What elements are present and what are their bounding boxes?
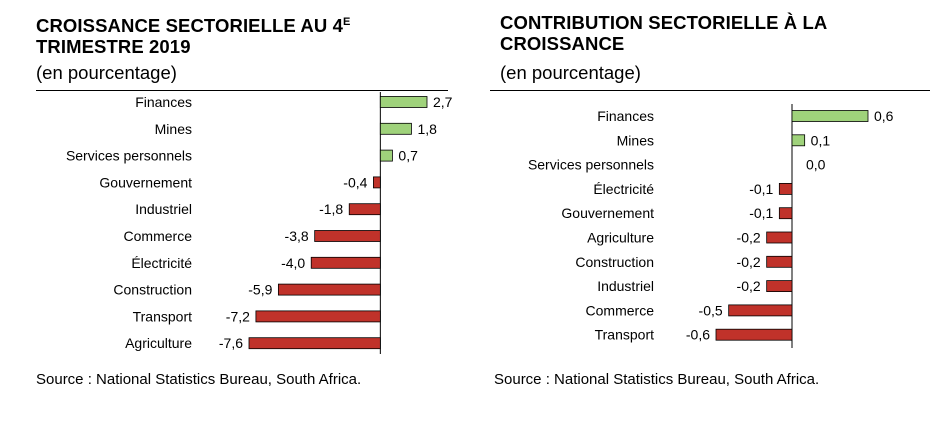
category-label: Finances <box>597 108 654 124</box>
chart-panel-contribution: CONTRIBUTION SECTORIELLE À LA CROISSANCE… <box>474 0 948 430</box>
value-label: -0,2 <box>737 254 761 270</box>
category-label: Construction <box>113 282 192 298</box>
bar <box>778 182 793 195</box>
category-label: Construction <box>575 254 654 270</box>
source-note: Source : National Statistics Bureau, Sou… <box>36 371 362 388</box>
value-label: -0,2 <box>737 230 761 246</box>
chart-title: CONTRIBUTION SECTORIELLE À LA CROISSANCE <box>500 12 920 54</box>
category-label: Agriculture <box>125 335 192 351</box>
value-label: -7,2 <box>226 308 250 324</box>
chart-title: CROISSANCE SECTORIELLE AU 4E TRIMESTRE 2… <box>36 12 456 57</box>
bar <box>310 256 381 269</box>
chart-subtitle: (en pourcentage) <box>500 62 641 83</box>
category-label: Services personnels <box>66 148 192 164</box>
category-label: Services personnels <box>528 157 654 173</box>
bar <box>255 310 381 323</box>
category-label: Gouvernement <box>99 174 192 190</box>
value-label: 2,7 <box>433 94 453 110</box>
bar <box>379 122 412 135</box>
category-label: Électricité <box>593 181 654 197</box>
title-line2: CROISSANCE <box>500 33 625 54</box>
bar <box>766 255 793 268</box>
value-label: -3,8 <box>285 228 309 244</box>
bar <box>277 283 381 296</box>
contribution-bar-chart: Finances 0,6 Mines 0,1 Services personnels 0,… <box>528 104 894 348</box>
value-label: -5,9 <box>248 282 272 298</box>
value-label: 0,0 <box>806 157 826 173</box>
bar <box>791 110 869 122</box>
category-label: Transport <box>133 308 193 324</box>
bar <box>379 96 428 108</box>
category-label: Transport <box>595 327 655 343</box>
value-label: -1,8 <box>319 201 343 217</box>
value-label: -0,1 <box>749 205 773 221</box>
title-rule <box>36 90 448 91</box>
value-label: -0,5 <box>699 302 723 318</box>
bar <box>728 304 793 317</box>
category-label: Agriculture <box>587 230 654 246</box>
bar <box>379 149 393 162</box>
chart-panel-growth: CROISSANCE SECTORIELLE AU 4E TRIMESTRE 2… <box>36 12 456 388</box>
value-label: -0,1 <box>749 181 773 197</box>
title-superscript: E <box>342 16 351 28</box>
category-label: Commerce <box>586 302 655 318</box>
value-label: -4,0 <box>281 255 305 271</box>
bar <box>348 203 381 216</box>
value-label: 1,8 <box>417 121 437 137</box>
value-label: 0,6 <box>874 108 894 124</box>
value-label: -0,4 <box>343 174 367 190</box>
value-label: -0,2 <box>737 278 761 294</box>
bar <box>778 207 793 220</box>
growth-bar-chart: Finances 2,7 Mines 1,8 Services personnels 0,… <box>66 92 453 354</box>
value-label: 0,7 <box>398 148 418 164</box>
value-label: -7,6 <box>219 335 243 351</box>
category-label: Électricité <box>131 255 192 271</box>
bar <box>715 328 793 341</box>
chart-subtitle: (en pourcentage) <box>36 62 177 83</box>
title-line1: CONTRIBUTION SECTORIELLE À LA <box>500 12 828 33</box>
value-label: 0,1 <box>811 132 831 148</box>
title-rule <box>490 90 930 91</box>
category-label: Commerce <box>124 228 193 244</box>
title-main: CROISSANCE SECTORIELLE AU 4 <box>36 15 343 36</box>
category-label: Mines <box>617 132 654 148</box>
source-note: Source : National Statistics Bureau, Sou… <box>494 371 820 388</box>
category-label: Industriel <box>135 201 192 217</box>
category-label: Gouvernement <box>561 205 654 221</box>
bar <box>766 231 793 244</box>
bar <box>791 134 806 147</box>
bar <box>766 280 793 293</box>
value-label: -0,6 <box>686 327 710 343</box>
bar <box>248 337 381 350</box>
category-label: Finances <box>135 94 192 110</box>
bar <box>314 230 381 242</box>
title-line2: TRIMESTRE 2019 <box>36 36 191 57</box>
bar <box>373 176 381 189</box>
category-label: Industriel <box>597 278 654 294</box>
category-label: Mines <box>155 121 192 137</box>
